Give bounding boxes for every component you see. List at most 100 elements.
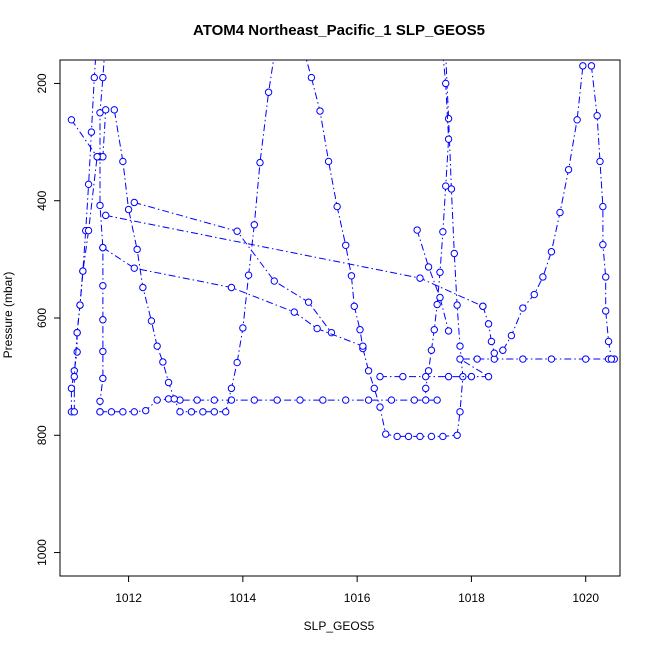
data-point [447, 185, 456, 193]
data-point [193, 396, 201, 404]
data-point [333, 202, 341, 211]
data-point [250, 221, 258, 229]
data-point [130, 198, 138, 207]
data-point [84, 226, 93, 235]
data-point [422, 372, 430, 381]
data-point [73, 348, 81, 356]
data-point [444, 327, 453, 335]
data-point [244, 271, 253, 279]
data-point [99, 73, 107, 82]
x-axis-label: SLP_GEOS5 [304, 619, 375, 633]
series-line [73, 60, 275, 413]
data-point [404, 432, 413, 441]
data-point [490, 349, 498, 357]
series-line [416, 229, 450, 332]
series-line [590, 65, 612, 360]
data-point [99, 282, 107, 290]
series-line [102, 247, 364, 347]
data-point [107, 408, 116, 416]
x-tick-label: 1016 [344, 591, 371, 605]
data-point [487, 337, 496, 346]
series-9 [67, 116, 101, 161]
series-2 [96, 395, 441, 416]
data-point [130, 264, 138, 272]
data-point [450, 249, 458, 258]
data-point [547, 248, 556, 256]
data-point [96, 408, 104, 416]
data-point [519, 355, 527, 363]
series-5 [422, 60, 453, 404]
data-point [456, 355, 464, 363]
data-point [153, 342, 161, 350]
data-point [587, 62, 596, 70]
data-point [456, 342, 464, 350]
data-point [99, 347, 107, 356]
series-line [305, 60, 464, 437]
data-point [436, 293, 444, 302]
data-point [96, 109, 104, 117]
data-point [164, 378, 173, 387]
data-point [273, 396, 281, 404]
data-point [99, 243, 107, 252]
data-point [467, 372, 476, 381]
data-point [519, 304, 527, 312]
data-point [290, 308, 298, 316]
data-point [607, 355, 616, 363]
data-point [456, 408, 464, 416]
axes: 1012 1014 1016 1018 1020 200 400 600 800 1000 [35, 73, 599, 605]
y-tick-label: 200 [35, 73, 49, 93]
data-point [433, 396, 441, 404]
data-point [316, 107, 324, 115]
data-point [499, 346, 507, 354]
data-point [453, 301, 461, 309]
data-point [413, 226, 421, 234]
series-12 [99, 243, 367, 350]
data-point [530, 290, 538, 299]
data-point [427, 346, 436, 354]
data-point [376, 403, 384, 411]
series-7 [479, 60, 587, 357]
y-tick-label: 600 [35, 308, 49, 328]
data-point [356, 326, 364, 334]
data-point [582, 355, 590, 363]
data-point [376, 372, 384, 381]
data-point [159, 358, 167, 366]
data-point [507, 331, 516, 340]
data-point [596, 157, 604, 166]
data-point [579, 62, 587, 70]
data-point [210, 396, 218, 404]
series-6 [376, 355, 618, 381]
series-line [134, 202, 332, 333]
series-line [70, 119, 98, 158]
data-point [547, 355, 556, 363]
data-point [153, 396, 161, 404]
data-point [444, 372, 453, 381]
data-point [382, 430, 390, 438]
data-point [142, 406, 150, 415]
series-0 [67, 60, 98, 416]
data-point [87, 128, 96, 136]
data-point [96, 201, 104, 210]
data-point [307, 73, 316, 82]
data-point [593, 112, 601, 120]
data-point [79, 267, 87, 275]
data-point [99, 316, 107, 324]
data-point [370, 384, 378, 393]
data-point [564, 165, 573, 174]
series-line [482, 60, 585, 354]
data-point [347, 272, 356, 280]
data-point [239, 324, 247, 332]
data-point [364, 367, 373, 375]
data-point [187, 408, 196, 416]
series-line [100, 398, 438, 413]
y-tick-label: 400 [35, 190, 49, 210]
data-point [443, 51, 449, 57]
data-point [350, 302, 358, 310]
data-point [479, 302, 487, 310]
data-point [422, 396, 430, 404]
x-tick-label: 1018 [458, 591, 485, 605]
data-point [602, 273, 610, 281]
data-point [444, 114, 453, 123]
data-point [399, 372, 407, 381]
